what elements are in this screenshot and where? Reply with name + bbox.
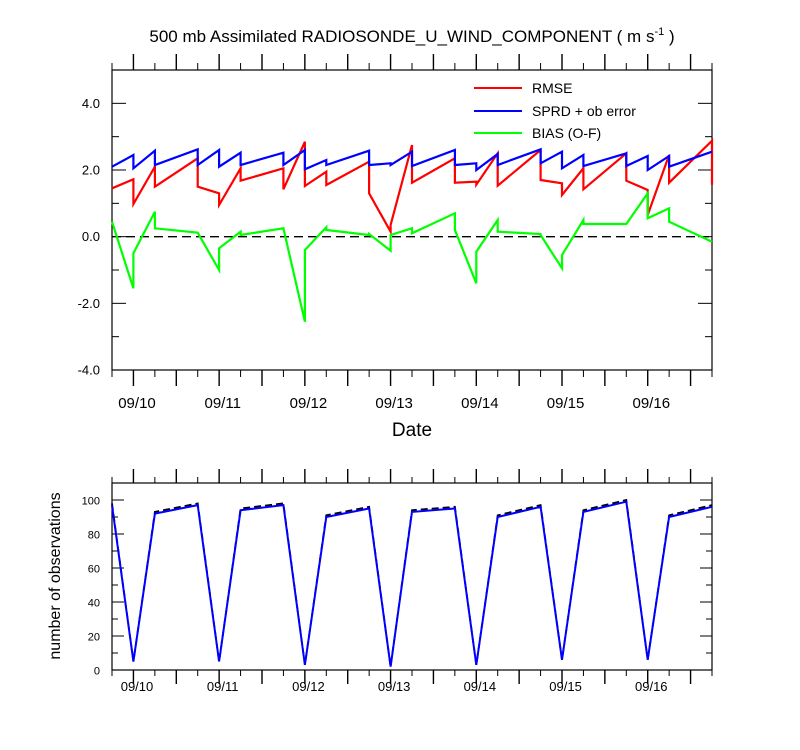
x-tick-label: 09/14 (464, 679, 497, 694)
y-tick-label: 40 (88, 598, 100, 610)
y-tick-label: -4.0 (78, 363, 100, 378)
y-tick-label: 4.0 (82, 96, 100, 111)
series-line-bias-o-f (110, 189, 713, 322)
top-panel: 500 mb Assimilated RADIOSONDE_U_WIND_COM… (78, 26, 714, 441)
x-tick-label: 09/16 (635, 679, 668, 694)
y-tick-label: 0 (94, 666, 100, 678)
x-tick-label: 09/10 (121, 679, 154, 694)
x-tick-label: 09/15 (547, 395, 585, 412)
chart-title: 500 mb Assimilated RADIOSONDE_U_WIND_COM… (149, 26, 674, 46)
top-plot-area: 4.0 2.0 0.0 -2.0 -4.0 09/10 09/11 09/12 09/13 09/… (78, 54, 714, 412)
x-tick-label: 09/14 (461, 395, 499, 412)
legend-label: SPRD + ob error (532, 103, 636, 119)
y-tick-label: -2.0 (78, 296, 100, 311)
y-tick-label: 2.0 (82, 163, 100, 178)
chart-title-main: 500 mb Assimilated RADIOSONDE_U_WIND_COM… (149, 27, 654, 46)
bottom-panel: 0 20 40 60 80 100 09/10 09/11 09/12 09/13 09/14 09/… (47, 469, 713, 694)
legend: RMSE SPRD + ob error BIAS (O-F) (474, 80, 636, 141)
series-line-possible-observations (111, 498, 713, 667)
x-tick-label: 09/16 (633, 395, 671, 412)
x-tick-label: 09/15 (549, 679, 582, 694)
y-axis-label: number of observations (47, 492, 64, 659)
x-tick-label: 09/12 (292, 679, 325, 694)
x-tick-label: 09/12 (290, 395, 328, 412)
y-tick-label: 100 (82, 496, 100, 508)
bottom-plot-area: 0 20 40 60 80 100 09/10 09/11 09/12 09/13 09/14 09/… (82, 469, 713, 694)
y-tick-label: 0.0 (82, 229, 100, 244)
y-tick-label: 60 (88, 564, 100, 576)
x-tick-label: 09/13 (375, 395, 413, 412)
y-tick-label: 80 (88, 530, 100, 542)
y-tick-label: 20 (88, 632, 100, 644)
series-line-sprd-ob-error (111, 147, 713, 173)
x-tick-label: 09/11 (204, 395, 240, 412)
chart-title-suffix: ) (664, 27, 674, 46)
x-axis-label: Date (392, 420, 432, 441)
x-tick-label: 09/10 (118, 395, 156, 412)
x-tick-label: 09/11 (207, 679, 239, 694)
series-line-used-observations (111, 500, 713, 667)
x-tick-label: 09/13 (378, 679, 411, 694)
legend-label: BIAS (O-F) (532, 125, 601, 141)
chart-title-exponent: -1 (654, 26, 664, 38)
legend-label: RMSE (532, 80, 572, 96)
